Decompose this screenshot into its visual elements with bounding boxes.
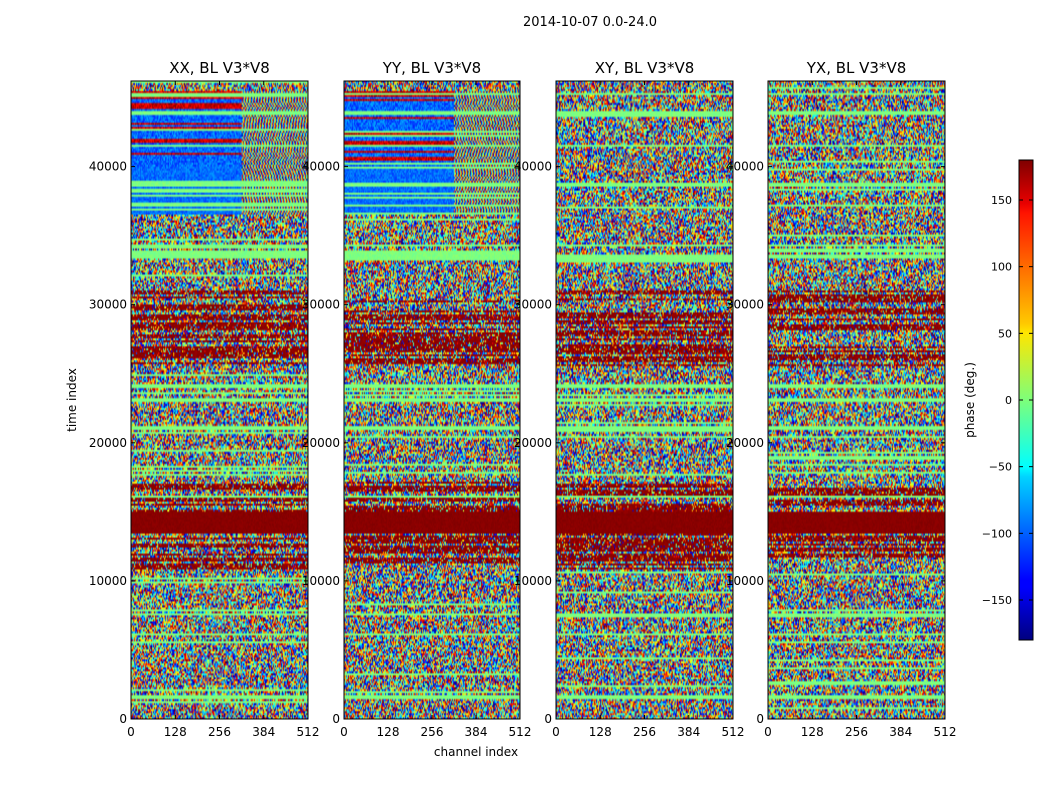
x-tick-label-xx: 256 xyxy=(208,725,231,739)
x-tick-label-yy: 384 xyxy=(465,725,488,739)
x-tick-label-xx: 384 xyxy=(252,725,275,739)
y-tick-label-yy: 30000 xyxy=(302,298,340,312)
heatmap-yy xyxy=(344,81,520,719)
heatmap-yx xyxy=(768,81,945,719)
heatmap-xy xyxy=(556,81,733,719)
colorbar-label: phase (deg.) xyxy=(963,362,977,438)
x-tick-label-yx: 128 xyxy=(801,725,824,739)
y-tick-label-xy: 10000 xyxy=(514,574,552,588)
y-tick-label-yx: 30000 xyxy=(726,298,764,312)
x-axis-label: channel index xyxy=(434,745,518,759)
colorbar-tick-label: 0 xyxy=(1005,394,1012,407)
y-tick-label-xx: 30000 xyxy=(89,298,127,312)
panel-title-yy: YY, BL V3*V8 xyxy=(382,59,481,77)
colorbar-tick-label: −50 xyxy=(989,461,1012,474)
y-tick-label-yy: 0 xyxy=(332,712,340,726)
y-tick-label-yx: 0 xyxy=(756,712,764,726)
x-tick-label-yx: 384 xyxy=(889,725,912,739)
heatmap-xx xyxy=(131,81,308,719)
colorbar-gradient xyxy=(1019,160,1033,640)
colorbar-tick-label: −150 xyxy=(982,594,1012,607)
y-tick-label-xx: 0 xyxy=(119,712,127,726)
x-tick-label-xx: 512 xyxy=(297,725,320,739)
x-tick-label-yx: 0 xyxy=(764,725,772,739)
panel-xx: XX, BL V3*V8 xyxy=(130,59,309,720)
colorbar-tick-label: 100 xyxy=(991,261,1012,274)
x-tick-label-xx: 128 xyxy=(164,725,187,739)
y-tick-label-yy: 20000 xyxy=(302,436,340,450)
x-tick-label-yy: 512 xyxy=(509,725,532,739)
y-tick-label-xy: 40000 xyxy=(514,160,552,174)
x-tick-label-yx: 256 xyxy=(845,725,868,739)
x-tick-label-xy: 512 xyxy=(722,725,745,739)
x-tick-label-yy: 0 xyxy=(340,725,348,739)
colorbar-tick-label: 150 xyxy=(991,194,1012,207)
y-tick-label-yx: 40000 xyxy=(726,160,764,174)
x-tick-label-xy: 0 xyxy=(552,725,560,739)
y-tick-label-yx: 20000 xyxy=(726,436,764,450)
x-tick-label-xy: 384 xyxy=(677,725,700,739)
colorbar-tick-label: −100 xyxy=(982,527,1012,540)
panel-title-yx: YX, BL V3*V8 xyxy=(806,59,907,77)
y-tick-label-xy: 0 xyxy=(544,712,552,726)
y-tick-label-yx: 10000 xyxy=(726,574,764,588)
x-tick-label-yy: 128 xyxy=(377,725,400,739)
y-tick-label-xx: 20000 xyxy=(89,436,127,450)
y-axis-label: time index xyxy=(65,368,79,432)
y-tick-label-xx: 40000 xyxy=(89,160,127,174)
x-tick-label-xy: 256 xyxy=(633,725,656,739)
x-tick-label-yx: 512 xyxy=(934,725,957,739)
panel-title-xx: XX, BL V3*V8 xyxy=(169,59,270,77)
panel-yy: YY, BL V3*V8 xyxy=(343,59,521,720)
y-tick-label-xy: 30000 xyxy=(514,298,552,312)
y-tick-label-yy: 40000 xyxy=(302,160,340,174)
panel-xy: XY, BL V3*V8 xyxy=(555,59,734,720)
axis-ticks: 0 128 256 384 512 0 10000 20000 30000 40000 0 128 25… xyxy=(89,81,957,739)
colorbar-ticks: −150 −100 −50 0 50 100 150 xyxy=(982,194,1033,607)
panel-title-xy: XY, BL V3*V8 xyxy=(595,59,695,77)
y-tick-label-xy: 20000 xyxy=(514,436,552,450)
figure-title: 2014-10-07 0.0-24.0 xyxy=(523,15,657,30)
colorbar-tick-label: 50 xyxy=(998,327,1012,340)
panel-yx: YX, BL V3*V8 xyxy=(767,59,946,720)
y-tick-label-xx: 10000 xyxy=(89,574,127,588)
x-tick-label-xx: 0 xyxy=(127,725,135,739)
x-tick-label-xy: 128 xyxy=(589,725,612,739)
y-tick-label-yy: 10000 xyxy=(302,574,340,588)
x-tick-label-yy: 256 xyxy=(421,725,444,739)
